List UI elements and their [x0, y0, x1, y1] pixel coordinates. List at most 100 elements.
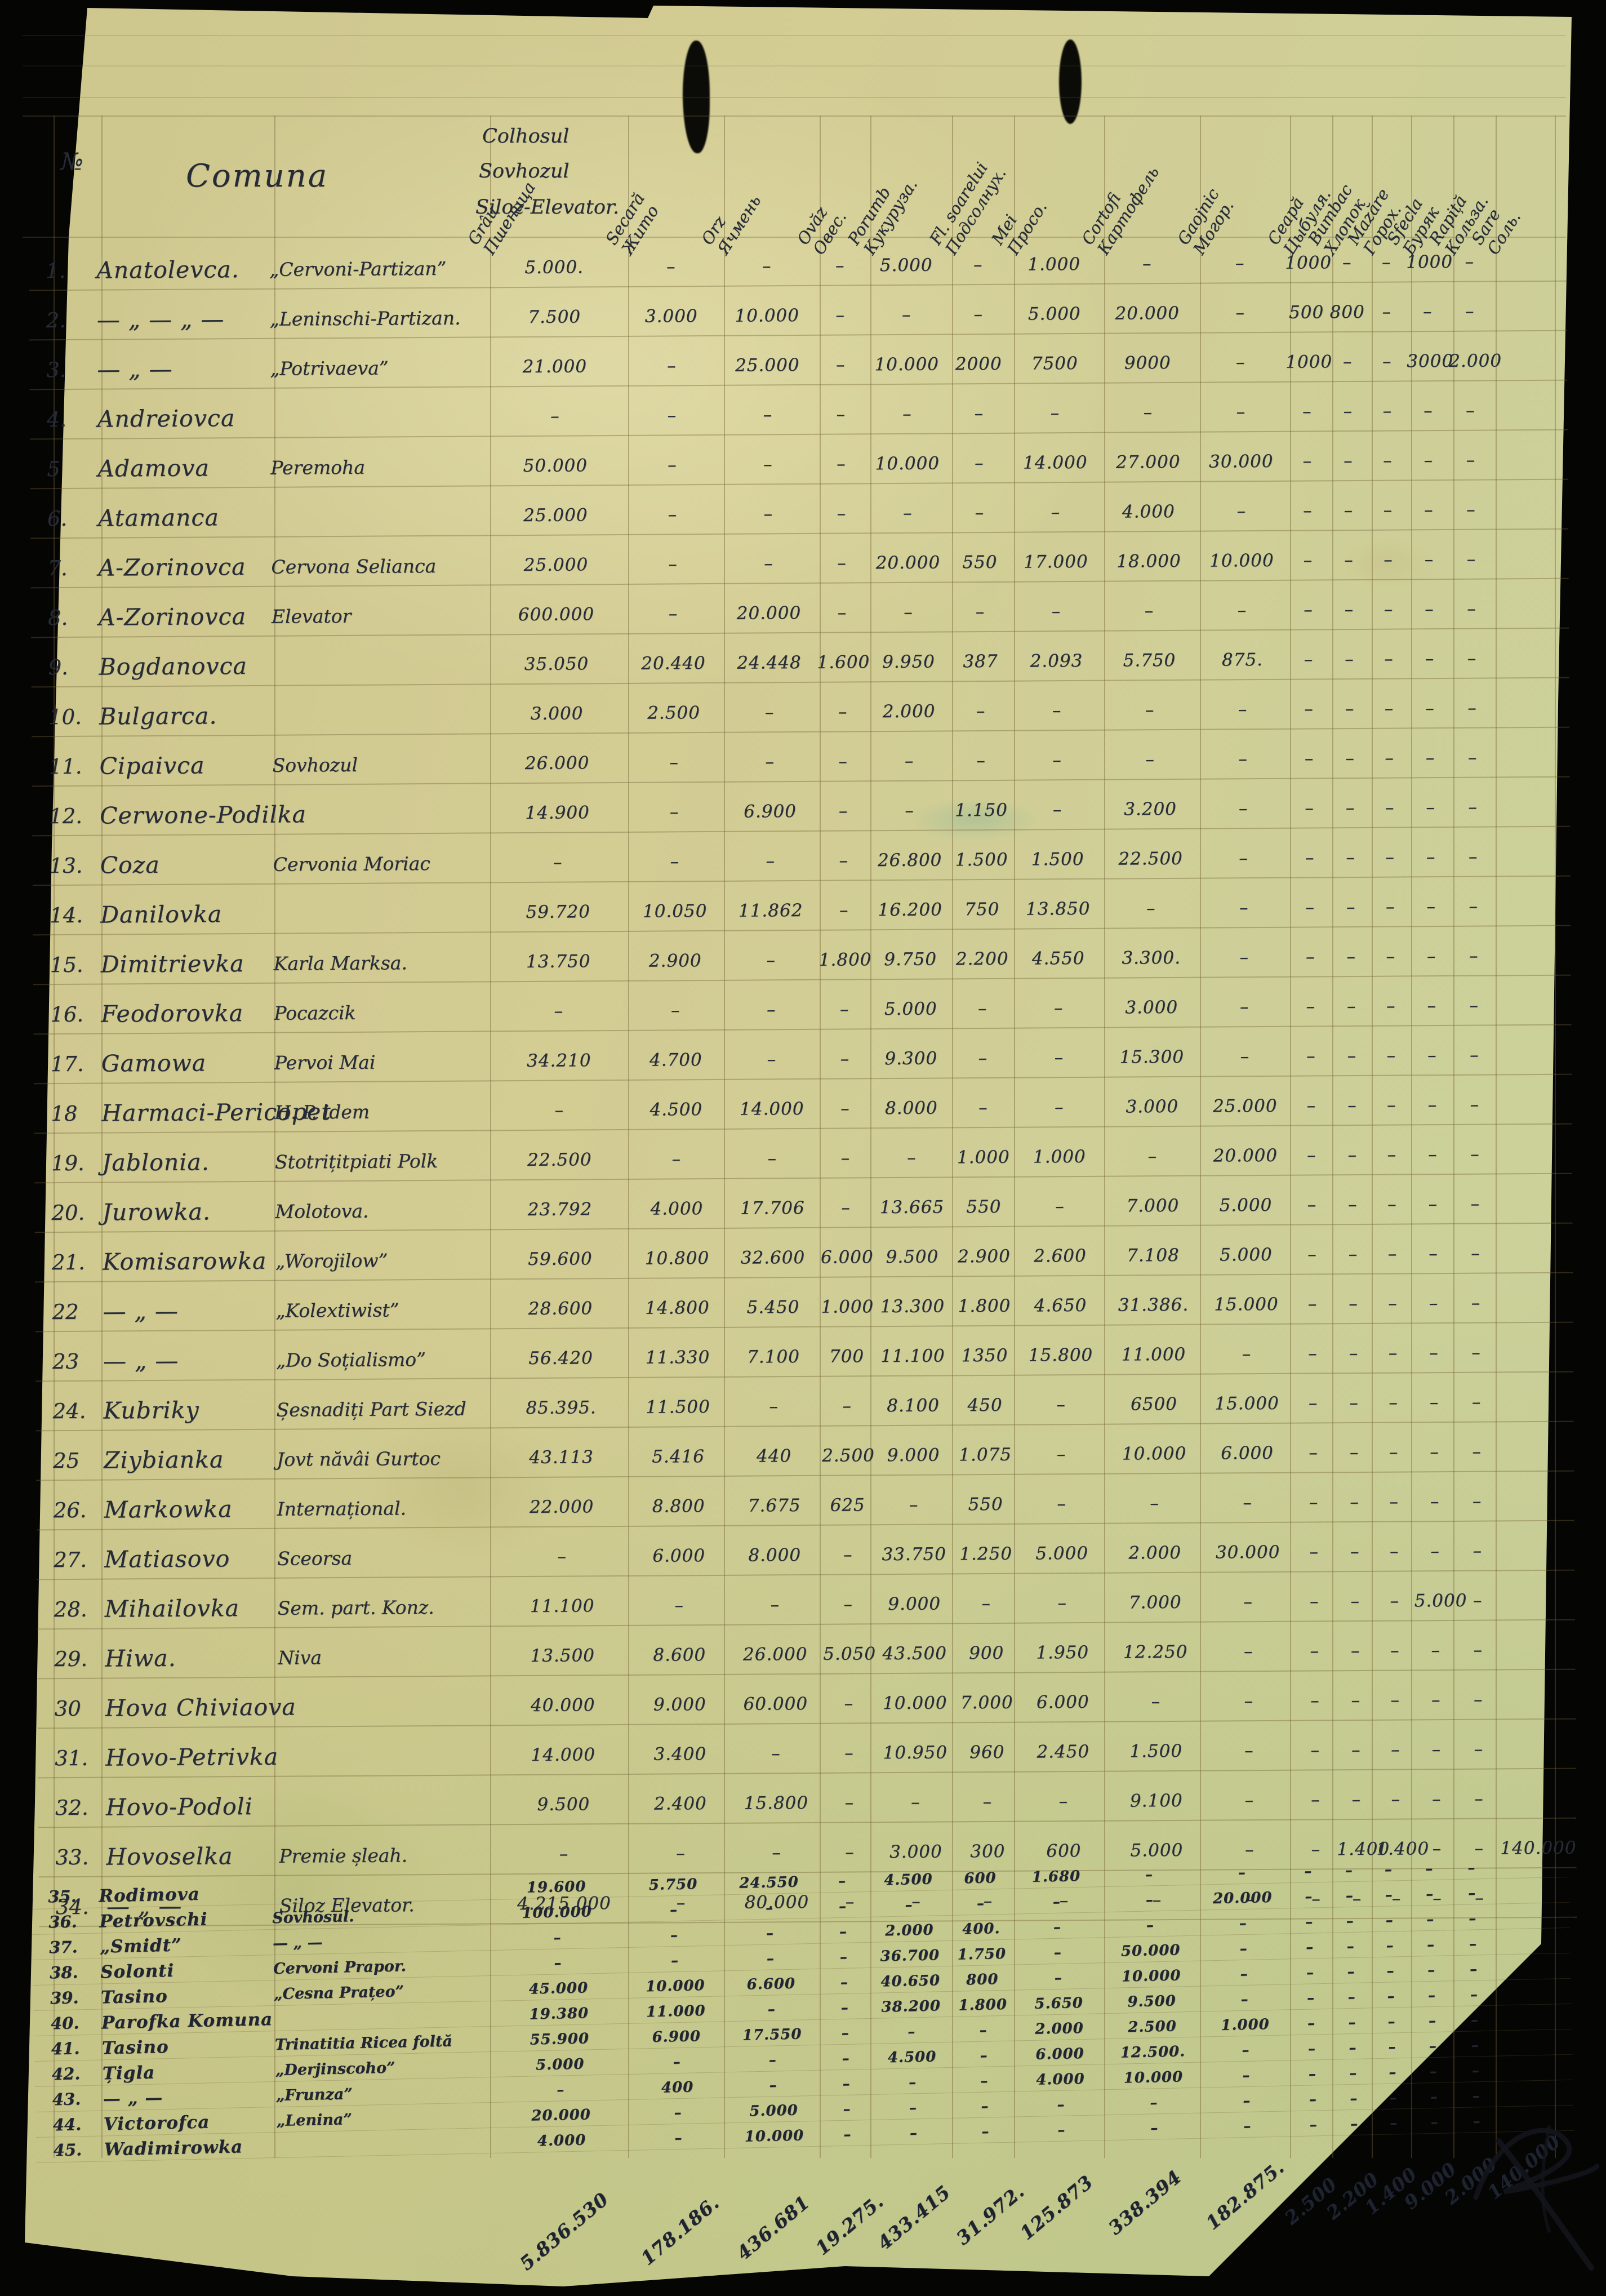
cell-value-6: – [976, 1895, 985, 1912]
cell-value-10: – [1304, 599, 1313, 620]
cell-comuna: Hova Chiviaova [105, 1693, 296, 1722]
cell-value-9: 1.000 [1220, 2016, 1270, 2034]
cell-value-7: 13.850 [1025, 898, 1091, 920]
cell-comuna: Atamanca [97, 504, 219, 532]
cell-value-10: 1000 [1285, 352, 1333, 372]
cell-value-14: – [1471, 1243, 1480, 1264]
cell-value-6: – [978, 1097, 988, 1118]
cell-value-13: – [1423, 450, 1434, 471]
cell-value-14: – [1469, 1935, 1478, 1953]
cell-value-5: 10.950 [883, 1742, 948, 1764]
cell-value-6: 1.075 [959, 1444, 1012, 1465]
cell-value-5: 5.000 [884, 998, 937, 1020]
cell-value-4: – [837, 553, 847, 574]
cell-value-14: – [1468, 1910, 1477, 1928]
cell-value-4: – [835, 305, 846, 326]
cell-value-8: 50.000 [1120, 1942, 1181, 1960]
cell-value-1: 19.600 [526, 1878, 586, 1897]
cell-value-13: – [1426, 946, 1436, 967]
cell-value-5: – [906, 1147, 917, 1168]
cell-value-3: – [767, 2001, 776, 2018]
cell-row-number: 25 [52, 1448, 80, 1473]
cell-row-number: 45. [53, 2140, 82, 2160]
cell-value-15 [1498, 1511, 1574, 1521]
cell-colhoz: Sovhozul [272, 753, 358, 776]
cell-value-4: – [843, 2126, 852, 2143]
cell-value-11: – [1350, 1640, 1360, 1662]
cell-value-6: 960 [969, 1742, 1005, 1763]
ruled-line [628, 116, 629, 2158]
cell-value-4: – [838, 801, 848, 821]
cell-colhoz: Șesnadiți Part Siezd [276, 1397, 466, 1421]
cell-value-7: – [1054, 1097, 1064, 1118]
cell-value-8: – [1146, 1917, 1155, 1934]
cell-value-3: 10.000 [735, 305, 800, 326]
cell-value-7: – [1056, 1395, 1066, 1415]
cell-value-12: – [1383, 500, 1393, 521]
table-row: 1. Anatolevca. „Cervoni-Partizan” 5.000. – – –… [28, 232, 1567, 291]
cell-value-8: 10.000 [1121, 1967, 1181, 1986]
cell-value-11: – [1346, 896, 1356, 918]
cell-value-14: – [1466, 499, 1476, 520]
cell-value-10: – [1309, 1591, 1319, 1612]
cell-colhoz: Sem. part. Konz. [277, 1596, 434, 1619]
cell-value-10: 500 [1288, 302, 1324, 323]
cell-colhoz [272, 725, 488, 734]
cell-value-7: 2.450 [1036, 1741, 1090, 1762]
cell-value-13: – [1429, 1392, 1439, 1413]
cell-value-5: 4.500 [883, 1871, 933, 1889]
cell-value-14: – [1471, 1392, 1482, 1413]
cell-comuna: Matiasovo [104, 1545, 230, 1573]
cell-value-9: – [1238, 749, 1248, 770]
cell-value-2: 4.000 [650, 1198, 704, 1219]
cell-value-1: 56.420 [528, 1348, 593, 1369]
cell-value-2: 11.000 [646, 2002, 706, 2021]
cell-value-5: 9.750 [884, 949, 937, 970]
cell-value-6: 2.900 [957, 1246, 1011, 1267]
cell-value-1: – [550, 406, 560, 427]
cell-value-1: 45.000 [528, 1979, 589, 1998]
cell-value-13: – [1423, 401, 1433, 421]
cell-value-6: – [980, 2072, 989, 2090]
table-row: 2. — „ — „ — „Leninschi-Partizan. 7.500 3.00… [29, 281, 1567, 341]
cell-value-5: 9.950 [882, 651, 935, 673]
cell-value-8: – [1150, 2094, 1158, 2112]
cell-value-15 [1495, 966, 1571, 975]
cell-value-14: – [1473, 1640, 1483, 1660]
cell-value-3: 5.450 [746, 1297, 800, 1318]
cell-value-8: 6500 [1130, 1393, 1178, 1415]
cell-value-15 [1494, 817, 1570, 827]
ruled-line [820, 116, 821, 2158]
cell-value-4: – [838, 1898, 847, 1916]
cell-value-4: – [842, 2050, 850, 2067]
cell-value-8: 22.500 [1118, 848, 1183, 869]
ruled-line [1555, 116, 1556, 2158]
cell-value-4: – [835, 255, 845, 276]
cell-value-6: 800 [966, 1971, 999, 1989]
cell-value-8: – [1145, 700, 1155, 721]
cell-value-9: 15.000 [1214, 1393, 1279, 1414]
cell-value-2: – [668, 603, 678, 624]
cell-value-14: – [1472, 2088, 1481, 2105]
cell-value-2: 2.900 [648, 951, 702, 971]
cell-value-7: 4.650 [1034, 1295, 1087, 1316]
cell-value-7: 15.800 [1028, 1344, 1093, 1366]
cell-value-9: – [1240, 1991, 1249, 2009]
cell-value-12: – [1390, 1591, 1400, 1611]
cell-value-10: – [1306, 996, 1316, 1017]
cell-value-8: 18.000 [1116, 550, 1181, 572]
cell-value-11: – [1343, 451, 1353, 472]
cell-value-12: – [1381, 252, 1391, 273]
cell-value-12: – [1386, 1937, 1394, 1955]
cell-comuna: — „ — [103, 1297, 179, 1325]
hole-punch [1059, 39, 1082, 124]
cell-value-10: – [1306, 1145, 1316, 1166]
cell-value-15 [1497, 1263, 1573, 1273]
cell-value-9: – [1236, 501, 1247, 522]
ruled-line [274, 116, 275, 2158]
cell-value-11: – [1346, 996, 1356, 1017]
cell-row-number: 10. [48, 704, 82, 730]
cell-value-11: – [1345, 699, 1355, 720]
cell-value-2: – [668, 554, 678, 575]
cell-value-7: – [1052, 800, 1062, 820]
